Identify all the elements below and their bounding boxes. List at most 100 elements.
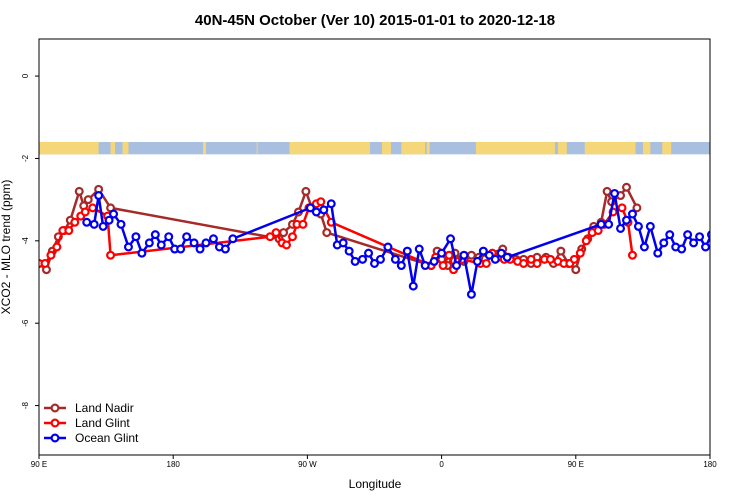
ocean-glint-point bbox=[201, 238, 211, 248]
ocean-glint-point bbox=[383, 242, 393, 252]
ocean-glint-point bbox=[370, 258, 380, 268]
ocean-glint-point bbox=[156, 240, 166, 250]
ocean-glint-point bbox=[446, 234, 456, 244]
land-glint-point bbox=[575, 248, 585, 258]
x-tick-label: 180 bbox=[703, 460, 717, 469]
ocean-glint-point bbox=[408, 281, 418, 291]
landmask-band bbox=[39, 141, 710, 155]
ocean-glint-point bbox=[375, 254, 385, 264]
ocean-glint-point bbox=[364, 248, 374, 258]
land-glint-point bbox=[88, 203, 98, 213]
land-segment bbox=[475, 141, 555, 155]
ocean-glint-point bbox=[716, 250, 723, 257]
ocean-glint-point bbox=[689, 238, 699, 248]
ocean-glint-point bbox=[137, 248, 147, 258]
ocean-glint-point bbox=[496, 248, 506, 258]
land-segment bbox=[256, 141, 258, 155]
chart-title: 40N-45N October (Ver 10) 2015-01-01 to 2… bbox=[195, 12, 555, 29]
ocean-glint-point bbox=[311, 207, 321, 217]
land-glint-point bbox=[481, 258, 491, 268]
land-segment bbox=[39, 141, 99, 155]
ocean-glint-point bbox=[429, 256, 439, 266]
land-nadir-point bbox=[322, 228, 332, 238]
x-tick-label: 0 bbox=[439, 460, 444, 469]
land-nadir-point bbox=[466, 250, 476, 260]
ocean-glint-point bbox=[116, 219, 126, 229]
land-glint-point bbox=[581, 236, 591, 246]
y-axis: 0 -2 -4 -6 -8 bbox=[21, 73, 39, 409]
land-glint-point bbox=[70, 217, 80, 227]
land-glint-point bbox=[282, 240, 292, 250]
ocean-glint-point bbox=[326, 199, 336, 209]
ocean-glint-point bbox=[396, 261, 406, 271]
ocean-glint-point bbox=[683, 230, 693, 240]
land-segment bbox=[401, 141, 426, 155]
ocean-glint-point bbox=[195, 244, 205, 254]
ocean-glint-point bbox=[358, 254, 368, 264]
land-nadir-point bbox=[602, 186, 612, 196]
legend-label: Ocean Glint bbox=[75, 431, 139, 445]
land-glint-point bbox=[438, 261, 448, 271]
land-nadir-point bbox=[83, 195, 93, 205]
ocean-glint-point bbox=[478, 246, 488, 256]
ocean-glint-point bbox=[722, 239, 729, 246]
y-tick-label: -8 bbox=[21, 401, 30, 409]
land-glint-point bbox=[569, 254, 579, 264]
x-tick-label: 90 W bbox=[298, 460, 317, 469]
ocean-glint-point bbox=[639, 242, 649, 252]
x-tick-label: 180 bbox=[167, 460, 181, 469]
x-tick-label: 90 E bbox=[31, 460, 47, 469]
ocean-glint-point bbox=[338, 238, 348, 248]
y-axis-label: XCO2 - MLO trend (ppm) bbox=[0, 180, 13, 315]
ocean-glint-point bbox=[490, 254, 500, 264]
land-glint-point bbox=[519, 258, 529, 268]
land-nadir-point bbox=[571, 265, 581, 275]
ocean-glint-point bbox=[695, 232, 705, 242]
ocean-glint-point bbox=[305, 203, 315, 213]
land-segment bbox=[584, 141, 636, 155]
legend-item-land-nadir: Land Nadir bbox=[44, 401, 134, 415]
ocean-glint-point bbox=[150, 230, 160, 240]
land-glint-point bbox=[287, 232, 297, 242]
land-segment bbox=[110, 141, 116, 155]
land-glint-point bbox=[444, 250, 454, 260]
land-segment bbox=[642, 141, 651, 155]
ocean-glint-point bbox=[94, 191, 104, 201]
ocean-glint-point bbox=[604, 219, 614, 229]
land-segment bbox=[557, 141, 567, 155]
land-glint-point bbox=[298, 219, 308, 229]
ocean-glint-point bbox=[659, 238, 669, 248]
land-glint-point bbox=[64, 226, 74, 236]
land-glint-point bbox=[617, 203, 627, 213]
land-nadir-point bbox=[301, 186, 311, 196]
ocean-glint-point bbox=[677, 244, 687, 254]
ocean-glint-point bbox=[502, 252, 512, 262]
ocean-glint-point bbox=[109, 209, 119, 219]
y-tick-label: -4 bbox=[21, 237, 30, 245]
legend-swatch-marker bbox=[50, 418, 60, 428]
ocean-glint-point bbox=[104, 215, 114, 225]
land-segment bbox=[662, 141, 672, 155]
ocean-glint-point bbox=[189, 238, 199, 248]
ocean-glint-point bbox=[131, 232, 141, 242]
land-glint-point bbox=[532, 258, 542, 268]
ocean-glint-point bbox=[414, 244, 424, 254]
ocean-glint-point bbox=[89, 219, 99, 229]
ocean-glint-point bbox=[164, 232, 174, 242]
land-glint-point bbox=[52, 242, 62, 252]
ocean-glint-point bbox=[452, 261, 462, 271]
ocean-glint-point bbox=[228, 234, 238, 244]
ocean-glint-point bbox=[350, 256, 360, 266]
land-glint-point bbox=[46, 250, 56, 260]
land-glint-point bbox=[271, 228, 281, 238]
land-glint-point bbox=[627, 250, 637, 260]
land-segment bbox=[122, 141, 129, 155]
legend-label: Land Nadir bbox=[75, 401, 134, 415]
legend-label: Land Glint bbox=[75, 416, 130, 430]
ocean-glint-point bbox=[706, 230, 710, 239]
ocean-glint-point bbox=[701, 242, 710, 252]
ocean-glint-point bbox=[653, 248, 663, 258]
y-tick-label: -2 bbox=[21, 154, 30, 162]
land-glint-point bbox=[545, 254, 555, 264]
ocean-glint-point bbox=[727, 233, 734, 240]
